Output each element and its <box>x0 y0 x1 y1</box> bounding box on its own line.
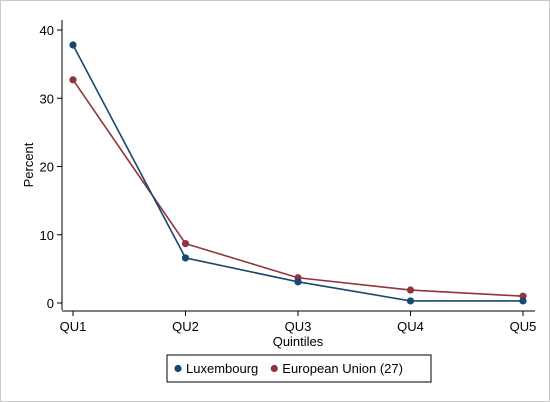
legend-marker <box>174 364 182 373</box>
legend-label: Luxembourg <box>186 361 258 376</box>
data-point <box>69 41 77 49</box>
x-tick-label: QU2 <box>172 319 199 334</box>
y-tick-label: 40 <box>40 23 54 38</box>
legend: Luxembourg European Union (27) <box>166 354 432 383</box>
y-tick-label: 30 <box>40 91 54 106</box>
legend-marker <box>270 364 278 373</box>
y-tick-label: 10 <box>40 228 54 243</box>
y-axis-title: Percent <box>21 142 36 187</box>
data-point <box>69 76 77 84</box>
series-line <box>72 79 524 297</box>
x-tick-label: QU5 <box>510 319 537 334</box>
data-point <box>519 297 527 305</box>
data-point <box>294 278 302 286</box>
x-axis-title: Quintiles <box>273 334 324 349</box>
data-point <box>406 297 415 305</box>
data-point <box>181 240 190 248</box>
x-tick-label: QU4 <box>397 319 424 334</box>
legend-box <box>166 354 432 383</box>
axes <box>61 20 535 312</box>
x-tick-label: QU1 <box>60 319 87 334</box>
x-tick-label: QU3 <box>285 319 312 334</box>
x-ticks: QU1 QU2 QU3 QU4 QU5 <box>60 311 537 334</box>
legend-label: European Union (27) <box>282 361 403 376</box>
data-point <box>406 286 415 294</box>
y-tick-label: 20 <box>40 160 54 175</box>
series-points <box>69 41 527 305</box>
y-tick-label: 0 <box>47 296 54 311</box>
series-line <box>72 44 523 302</box>
data-point <box>181 254 190 262</box>
series-lines <box>72 44 524 302</box>
y-ticks: 0 10 20 30 40 <box>40 23 62 311</box>
